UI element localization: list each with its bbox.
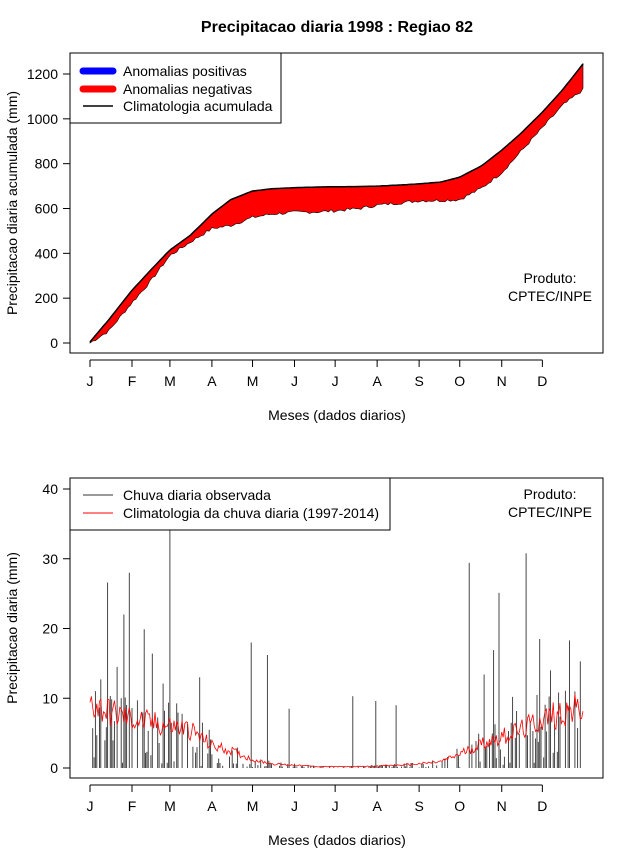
y-tick-label: 1200 [27, 66, 58, 82]
x-tick-label: J [87, 373, 94, 389]
x-tick-label: D [537, 373, 547, 389]
cumulative-panel: 0 200 400 600 800 1000 1200 J F M A M J J A S O N D Meses… [4, 52, 604, 423]
daily-legend: Chuva diaria observada Climatologia da c… [69, 477, 391, 531]
cumulative-marks [89, 63, 584, 344]
x-tick-label: M [164, 798, 176, 814]
daily-panel: 0 10 20 30 40 J F M A M J J A S O N D Meses (dados diar… [4, 477, 604, 848]
x-tick-label: J [87, 798, 94, 814]
x-tick-label: O [454, 373, 465, 389]
y-tick-label: 40 [42, 481, 58, 497]
legend-label-positive: Anomalias positivas [123, 63, 247, 79]
x-tick-label: J [291, 373, 298, 389]
x-tick-label: O [454, 798, 465, 814]
y-tick-label: 0 [50, 335, 58, 351]
cumulative-y-label: Precipitacao diaria acumulada (mm) [4, 91, 20, 315]
climatology-line [89, 63, 584, 343]
y-tick-label: 600 [35, 201, 59, 217]
legend-label-daily-climatology: Climatologia da chuva diaria (1997-2014) [123, 505, 379, 521]
x-tick-label: A [207, 798, 217, 814]
cumulative-x-label: Meses (dados diarios) [268, 407, 406, 423]
x-tick-label: M [247, 373, 259, 389]
x-tick-label: J [291, 798, 298, 814]
y-tick-label: 200 [35, 290, 59, 306]
x-tick-label: A [207, 373, 217, 389]
chart-title: Precipitacao diaria 1998 : Regiao 82 [201, 19, 473, 36]
daily-marks [89, 489, 584, 768]
x-tick-label: D [537, 798, 547, 814]
daily-climatology-line [89, 694, 584, 768]
daily-x-label: Meses (dados diarios) [268, 832, 406, 848]
x-tick-label: A [372, 373, 382, 389]
x-tick-label: M [247, 798, 259, 814]
product-source: CPTEC/INPE [508, 504, 592, 520]
x-tick-label: N [497, 373, 507, 389]
product-source: CPTEC/INPE [508, 288, 592, 304]
x-tick-label: S [414, 373, 423, 389]
x-tick-label: A [372, 798, 382, 814]
legend-label-negative: Anomalias negativas [123, 81, 252, 97]
daily-y-axis: 0 10 20 30 40 [42, 481, 70, 776]
x-tick-label: M [164, 373, 176, 389]
x-tick-label: F [128, 798, 137, 814]
x-tick-label: N [497, 798, 507, 814]
y-tick-label: 800 [35, 156, 59, 172]
x-tick-label: J [332, 373, 339, 389]
y-tick-label: 20 [42, 621, 58, 637]
x-tick-label: F [128, 373, 137, 389]
y-tick-label: 1000 [27, 111, 58, 127]
y-tick-label: 10 [42, 690, 58, 706]
y-tick-label: 0 [50, 760, 58, 776]
cumulative-plot-frame [69, 52, 604, 354]
cumulative-y-axis: 0 200 400 600 800 1000 1200 [27, 66, 70, 351]
y-tick-label: 30 [42, 551, 58, 567]
x-tick-label: S [414, 798, 423, 814]
daily-legend-box [69, 477, 391, 531]
cumulative-legend: Anomalias positivas Anomalias negativas … [69, 52, 282, 124]
product-label: Produto: [524, 486, 577, 502]
legend-label-climatology: Climatologia acumulada [123, 98, 273, 114]
x-tick-label: J [332, 798, 339, 814]
legend-label-observed: Chuva diaria observada [123, 487, 271, 503]
daily-y-label: Precipitacao diaria (mm) [4, 552, 20, 704]
y-tick-label: 400 [35, 245, 59, 261]
product-label: Produto: [524, 270, 577, 286]
